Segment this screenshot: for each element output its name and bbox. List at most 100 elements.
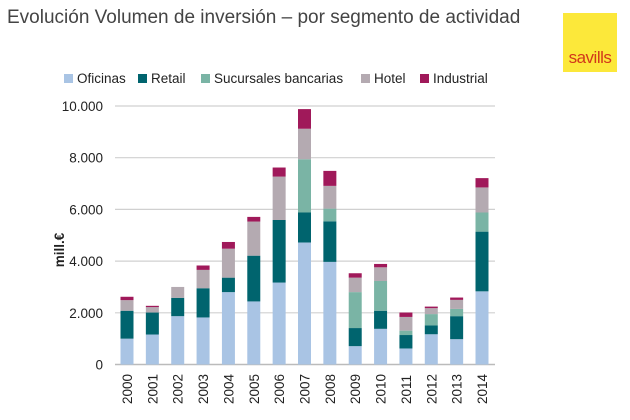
bar-segment-retail bbox=[475, 231, 489, 292]
x-tick-label: 2010 bbox=[374, 374, 389, 404]
bar-segment-sucursales-bancarias bbox=[374, 281, 388, 311]
x-tick-label: 2001 bbox=[145, 374, 160, 404]
y-tick-label: 2.000 bbox=[69, 306, 103, 321]
bar-segment-hotel bbox=[298, 128, 311, 160]
bar-segment-industrial bbox=[272, 167, 286, 177]
y-axis-label: mill.€ bbox=[52, 232, 67, 267]
bar-segment-retail bbox=[171, 297, 185, 317]
bar-segment-hotel bbox=[272, 176, 286, 220]
bar-segment-retail bbox=[221, 277, 235, 293]
bar-segment-industrial bbox=[450, 297, 464, 300]
x-tick-label: 2007 bbox=[298, 374, 313, 404]
legend-swatch bbox=[64, 74, 73, 83]
bar-segment-oficinas bbox=[374, 328, 388, 365]
bar-segment-industrial bbox=[120, 296, 134, 301]
bar-segment-industrial bbox=[399, 312, 413, 317]
logo-text: savills bbox=[568, 48, 612, 67]
bar-segment-sucursales-bancarias bbox=[399, 330, 413, 336]
bar-segment-retail bbox=[247, 255, 261, 302]
x-tick-label: 2008 bbox=[323, 374, 338, 404]
bar-segment-retail bbox=[348, 328, 362, 347]
bar-segment-industrial bbox=[145, 305, 159, 308]
bar-segment-retail bbox=[196, 288, 210, 318]
x-tick-label: 2005 bbox=[247, 374, 262, 404]
bar-segment-retail bbox=[399, 335, 413, 349]
bar-segment-oficinas bbox=[145, 334, 159, 365]
x-tick-label: 2000 bbox=[120, 374, 135, 404]
bar-segment-retail bbox=[450, 316, 464, 340]
bar-segment-industrial bbox=[348, 273, 362, 278]
bar-segment-industrial bbox=[247, 216, 261, 222]
bar-segment-hotel bbox=[399, 316, 413, 331]
y-tick-label: 0 bbox=[95, 358, 103, 373]
bar-segment-hotel bbox=[145, 307, 159, 313]
legend-swatch bbox=[201, 74, 210, 83]
bar-segment-oficinas bbox=[450, 339, 464, 365]
bar-segment-hotel bbox=[374, 267, 388, 282]
bar-segment-sucursales-bancarias bbox=[348, 292, 362, 329]
bar-segment-sucursales-bancarias bbox=[424, 314, 438, 326]
x-tick-label: 2003 bbox=[196, 374, 211, 404]
chart-title: Evolución Volumen de inversión – por seg… bbox=[7, 7, 521, 28]
bar-segment-sucursales-bancarias bbox=[450, 308, 464, 317]
bar-segment-hotel bbox=[323, 185, 337, 209]
legend-label: Hotel bbox=[374, 71, 406, 86]
savills-logo: savills bbox=[563, 13, 617, 72]
legend-label: Oficinas bbox=[77, 71, 126, 86]
legend-swatch bbox=[138, 74, 147, 83]
bar-segment-industrial bbox=[323, 170, 337, 186]
x-tick-label: 2009 bbox=[348, 374, 363, 404]
bar-segment-oficinas bbox=[120, 338, 134, 365]
bar-segment-hotel bbox=[424, 308, 438, 315]
bar-segment-sucursales-bancarias bbox=[475, 212, 489, 232]
bar-segment-retail bbox=[145, 312, 159, 335]
legend-label: Sucursales bancarias bbox=[214, 71, 343, 86]
x-tick-label: 2006 bbox=[272, 374, 287, 404]
bar-segment-sucursales-bancarias bbox=[323, 208, 337, 222]
x-tick-label: 2002 bbox=[171, 374, 186, 404]
bar-segment-oficinas bbox=[424, 334, 438, 365]
bar-segment-oficinas bbox=[399, 348, 413, 365]
bar-segment-industrial bbox=[475, 178, 489, 188]
legend-label: Retail bbox=[151, 71, 186, 86]
bar-segment-hotel bbox=[196, 269, 210, 289]
x-tick-label: 2014 bbox=[475, 373, 490, 404]
legend-label: Industrial bbox=[433, 71, 488, 86]
bar-segment-retail bbox=[374, 310, 388, 329]
y-tick-label: 8.000 bbox=[69, 151, 103, 166]
bar-segment-retail bbox=[272, 219, 286, 283]
bar-segment-industrial bbox=[298, 109, 311, 129]
bar-segment-hotel bbox=[450, 299, 464, 309]
legend-swatch bbox=[361, 74, 370, 83]
bar-segment-oficinas bbox=[298, 242, 311, 365]
bar-segment-oficinas bbox=[221, 292, 235, 365]
y-tick-label: 4.000 bbox=[69, 254, 103, 269]
bar-segment-hotel bbox=[221, 248, 235, 278]
bar-segment-retail bbox=[298, 212, 311, 243]
bar-segment-oficinas bbox=[247, 301, 261, 365]
x-tick-label: 2004 bbox=[221, 373, 236, 404]
legend-swatch bbox=[420, 74, 429, 83]
x-tick-label: 2012 bbox=[424, 374, 439, 404]
bar-segment-retail bbox=[424, 325, 438, 335]
bar-segment-hotel bbox=[120, 300, 134, 311]
x-tick-label: 2011 bbox=[399, 375, 414, 404]
bar-segment-oficinas bbox=[196, 317, 210, 365]
bar-segment-oficinas bbox=[171, 316, 185, 365]
bar-segment-hotel bbox=[171, 286, 185, 298]
bar-segment-industrial bbox=[221, 241, 235, 249]
bar-segment-oficinas bbox=[323, 261, 337, 365]
bar-segment-oficinas bbox=[348, 346, 362, 365]
bar-segment-industrial bbox=[196, 265, 210, 270]
y-tick-label: 6.000 bbox=[69, 202, 103, 217]
bar-segment-industrial bbox=[374, 263, 388, 268]
bar-segment-retail bbox=[323, 221, 337, 262]
x-tick-label: 2013 bbox=[450, 374, 465, 404]
y-tick-label: 10.000 bbox=[62, 99, 103, 114]
bar-segment-hotel bbox=[475, 187, 489, 213]
bar-segment-sucursales-bancarias bbox=[298, 159, 311, 213]
bar-segment-hotel bbox=[348, 277, 362, 293]
bar-segment-retail bbox=[120, 310, 134, 339]
bar-segment-hotel bbox=[247, 221, 261, 256]
